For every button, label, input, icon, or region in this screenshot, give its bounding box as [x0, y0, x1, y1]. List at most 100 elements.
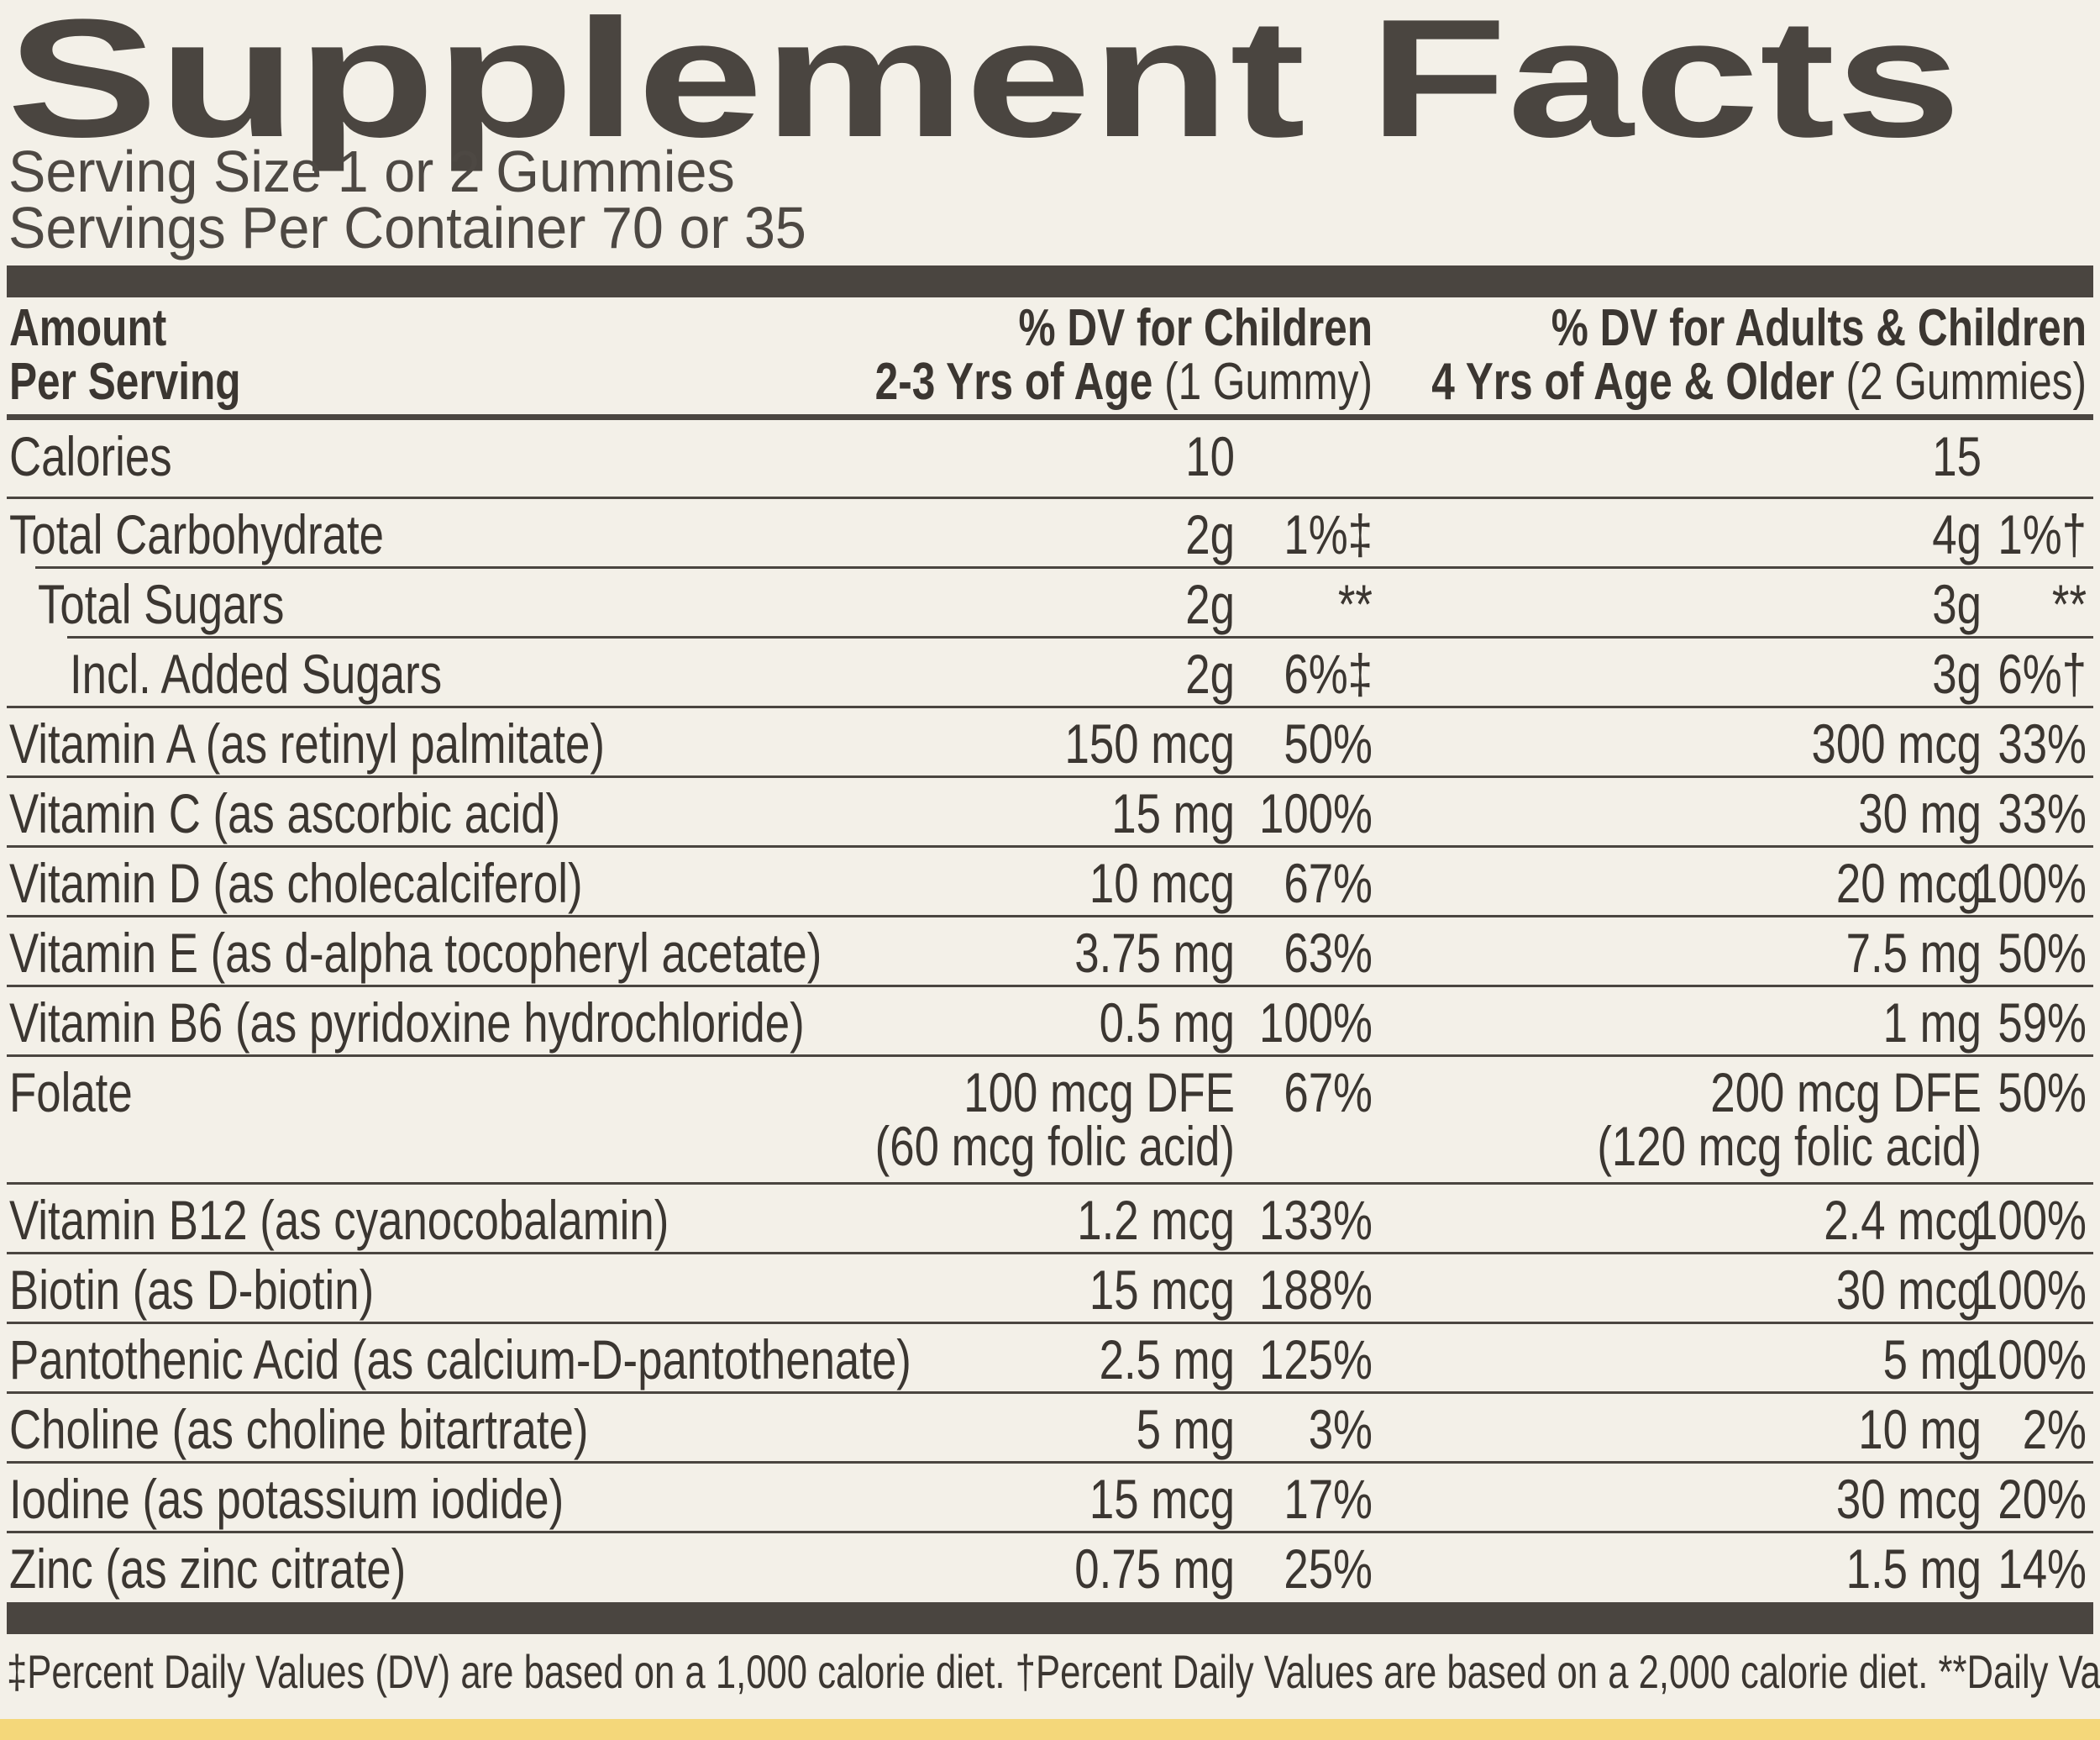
footnotes: ‡Percent Daily Values (DV) are based on …	[7, 1646, 2100, 1698]
adult-dv: 14%	[1998, 1538, 2087, 1600]
row-rule	[7, 1182, 2093, 1185]
nutrient-name: Pantothenic Acid (as calcium-D-pantothen…	[9, 1328, 911, 1390]
child-amount: 2g	[1185, 503, 1235, 565]
child-dv: 188%	[1259, 1259, 1373, 1321]
servings-per-container: Servings Per Container 70 or 35	[8, 195, 806, 260]
adult-dv: 100%	[1973, 852, 2087, 914]
child-dv: 63%	[1284, 922, 1373, 984]
adult-dv: 100%	[1973, 1189, 2087, 1251]
nutrient-name: Vitamin B6 (as pyridoxine hydrochloride)	[9, 991, 805, 1054]
adult-amount: 300 mcg	[1812, 712, 1982, 775]
header-dv: % DV for Children	[1019, 298, 1373, 357]
child-amount: (60 mcg folic acid)	[875, 1115, 1235, 1177]
header-amount: Per Serving	[9, 352, 241, 411]
nutrient-name: Vitamin E (as d-alpha tocopheryl acetate…	[9, 922, 822, 984]
bottom-strip	[0, 1719, 2100, 1740]
child-amount: 15 mcg	[1089, 1259, 1235, 1321]
adult-amount: 2.4 mcg	[1824, 1189, 1982, 1251]
nutrient-name: Total Sugars	[38, 573, 284, 635]
header-dv: % DV for Adults & Children	[1551, 298, 2087, 357]
row-rule	[67, 636, 2093, 639]
child-dv: 25%	[1284, 1538, 1373, 1600]
child-amount: 5 mg	[1137, 1398, 1235, 1460]
row-rule	[7, 1252, 2093, 1254]
nutrient-name: Calories	[9, 425, 172, 487]
nutrient-name: Choline (as choline bitartrate)	[9, 1398, 589, 1460]
adult-amount: 1 mg	[1883, 991, 1982, 1054]
child-dv: 1%‡	[1284, 503, 1373, 565]
child-amount: 15 mg	[1111, 782, 1235, 844]
row-rule	[7, 775, 2093, 778]
row-rule	[7, 1391, 2093, 1394]
nutrient-name: Vitamin A (as retinyl palmitate)	[9, 712, 605, 775]
child-dv: 17%	[1284, 1468, 1373, 1530]
child-amount: 0.5 mg	[1100, 991, 1235, 1054]
nutrient-name: Incl. Added Sugars	[70, 643, 442, 705]
row-rule	[7, 706, 2093, 708]
bottom-rule	[7, 1602, 2093, 1634]
adult-dv: 50%	[1998, 1061, 2087, 1123]
row-rule	[7, 1461, 2093, 1464]
child-amount: 150 mcg	[1065, 712, 1235, 775]
child-amount: 1.2 mcg	[1077, 1189, 1235, 1251]
adult-amount: (120 mcg folic acid)	[1597, 1115, 1982, 1177]
adult-amount: 7.5 mg	[1846, 922, 1982, 984]
adult-amount: 200 mcg DFE	[1710, 1061, 1982, 1123]
child-amount: 2g	[1185, 643, 1235, 705]
child-dv: 100%	[1259, 991, 1373, 1054]
row-rule	[7, 915, 2093, 917]
header-amount: Amount	[9, 298, 166, 357]
top-rule	[7, 265, 2093, 297]
child-amount: 10 mcg	[1089, 852, 1235, 914]
child-dv: 50%	[1284, 712, 1373, 775]
row-rule	[7, 1322, 2093, 1324]
header-dv-age: 4 Yrs of Age & Older (2 Gummies)	[1431, 352, 2087, 411]
adult-dv: 33%	[1998, 782, 2087, 844]
footnote: ‡Percent Daily Values (DV) are based on …	[7, 1646, 1005, 1698]
row-rule	[7, 1054, 2093, 1057]
nutrient-name: Vitamin D (as cholecalciferol)	[9, 852, 583, 914]
adult-dv: 1%†	[1998, 503, 2087, 565]
child-dv: 3%	[1309, 1398, 1373, 1460]
adult-dv: 59%	[1998, 991, 2087, 1054]
child-amount: 100 mcg DFE	[963, 1061, 1235, 1123]
header-dv-note: (1 Gummy)	[1164, 352, 1373, 411]
child-amount: 15 mcg	[1089, 1468, 1235, 1530]
row-rule	[7, 497, 2093, 499]
adult-amount: 1.5 mg	[1846, 1538, 1982, 1600]
header-dv-age-bold: 4 Yrs of Age & Older	[1431, 352, 1834, 411]
row-rule	[7, 1531, 2093, 1533]
row-rule	[7, 985, 2093, 987]
child-amount: 2g	[1185, 573, 1235, 635]
adult-amount: 30 mg	[1858, 782, 1982, 844]
header-dv-note: (2 Gummies)	[1845, 352, 2087, 411]
child-dv: 6%‡	[1284, 643, 1373, 705]
child-amount: 0.75 mg	[1074, 1538, 1235, 1600]
header-rule	[7, 414, 2093, 420]
adult-amount: 5 mg	[1883, 1328, 1982, 1390]
row-rule	[35, 566, 2093, 569]
adult-dv: 20%	[1998, 1468, 2087, 1530]
child-dv: 67%	[1284, 1061, 1373, 1123]
child-amount: 3.75 mg	[1074, 922, 1235, 984]
adult-amount: 20 mcg	[1836, 852, 1982, 914]
row-rule	[7, 845, 2093, 848]
adult-dv: 100%	[1973, 1328, 2087, 1390]
footnote: †Percent Daily Values are based on a 2,0…	[1016, 1646, 1929, 1698]
nutrient-name: Folate	[9, 1061, 133, 1123]
child-dv: **	[1338, 573, 1373, 635]
header-dv-age-bold: 2-3 Yrs of Age	[875, 352, 1153, 411]
nutrient-name: Biotin (as D-biotin)	[9, 1259, 374, 1321]
title: Supplement Facts	[7, 0, 1961, 172]
child-amount: 10	[1185, 425, 1235, 487]
nutrient-name: Vitamin C (as ascorbic acid)	[9, 782, 560, 844]
child-amount: 2.5 mg	[1100, 1328, 1235, 1390]
adult-dv: 50%	[1998, 922, 2087, 984]
nutrient-name: Vitamin B12 (as cyanocobalamin)	[9, 1189, 669, 1251]
adult-amount: 30 mcg	[1836, 1468, 1982, 1530]
nutrient-name: Iodine (as potassium iodide)	[9, 1468, 564, 1530]
adult-amount: 15	[1932, 425, 1982, 487]
adult-dv: 2%	[2023, 1398, 2087, 1460]
